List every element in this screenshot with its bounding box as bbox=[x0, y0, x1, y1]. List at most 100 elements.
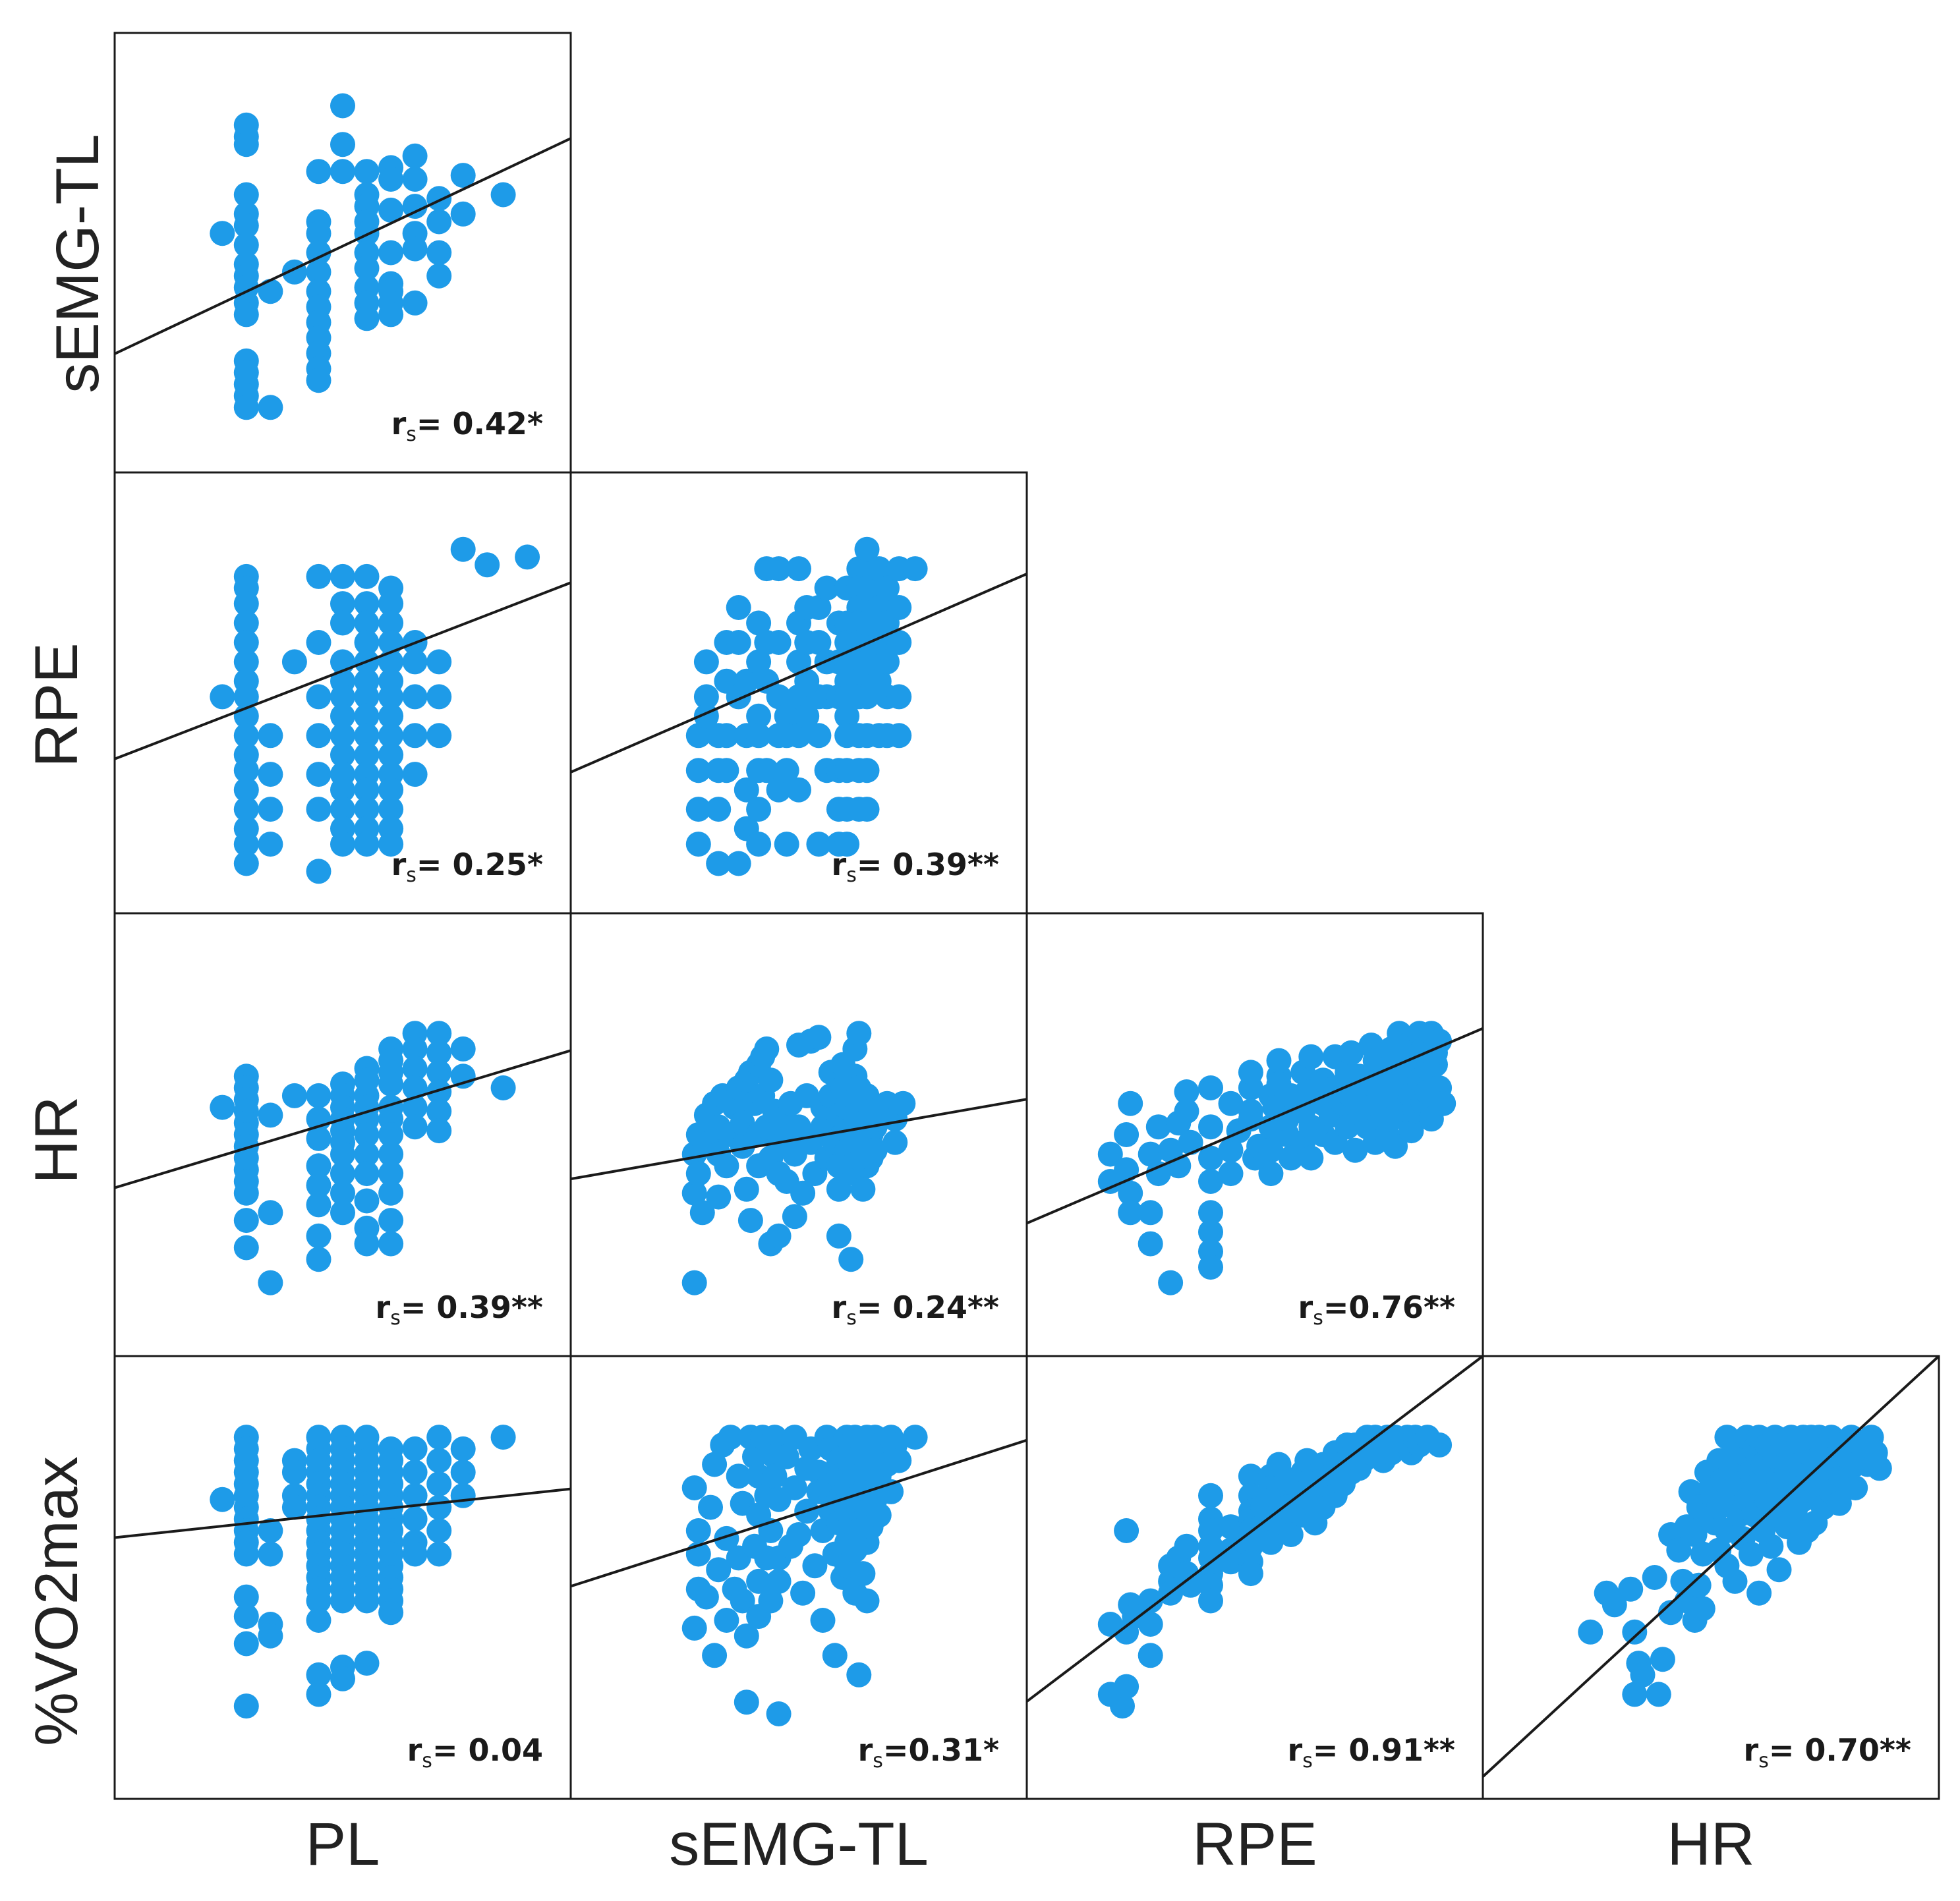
column-label-pl: PL bbox=[306, 1811, 380, 1878]
data-point bbox=[774, 758, 799, 783]
correlation-label: rs= 0.42* bbox=[391, 406, 543, 446]
data-point bbox=[886, 630, 912, 655]
data-point bbox=[1166, 1153, 1192, 1179]
data-point bbox=[826, 1176, 851, 1202]
data-point bbox=[746, 610, 772, 636]
data-point bbox=[378, 777, 404, 803]
data-point bbox=[281, 1083, 307, 1108]
correlation-label: rs= 0.25* bbox=[391, 847, 543, 887]
data-point bbox=[426, 1079, 452, 1104]
data-point bbox=[233, 1584, 259, 1610]
data-point bbox=[233, 591, 259, 617]
panel-semg-tl-vs-pl: rs= 0.42* bbox=[113, 32, 572, 474]
data-point bbox=[1427, 1432, 1453, 1458]
data-point bbox=[734, 1176, 759, 1202]
data-point bbox=[281, 1460, 307, 1485]
data-point bbox=[1258, 1137, 1284, 1163]
data-point bbox=[378, 167, 404, 192]
data-point bbox=[378, 1231, 404, 1257]
data-point bbox=[378, 197, 404, 223]
data-point bbox=[1178, 1572, 1203, 1598]
data-point bbox=[882, 1129, 908, 1155]
data-point bbox=[378, 723, 404, 749]
data-point bbox=[450, 536, 476, 562]
data-point bbox=[702, 1643, 728, 1668]
data-point bbox=[790, 1580, 816, 1606]
data-point bbox=[1666, 1537, 1692, 1563]
data-point bbox=[233, 723, 259, 749]
data-point bbox=[233, 1604, 259, 1630]
data-point bbox=[378, 302, 404, 327]
data-point bbox=[354, 684, 380, 710]
data-point bbox=[426, 1060, 452, 1085]
data-point bbox=[846, 1662, 872, 1688]
data-point bbox=[378, 742, 404, 768]
data-point bbox=[402, 236, 428, 262]
data-point bbox=[1427, 1029, 1453, 1054]
data-point bbox=[490, 1425, 516, 1450]
data-point bbox=[258, 832, 283, 857]
data-point bbox=[233, 758, 259, 783]
data-point bbox=[402, 167, 428, 192]
panel-frame bbox=[1482, 1355, 1940, 1800]
data-point bbox=[766, 684, 792, 710]
data-point bbox=[875, 649, 900, 675]
data-point bbox=[1618, 1576, 1644, 1602]
data-point bbox=[734, 1623, 759, 1649]
data-point bbox=[354, 1161, 380, 1187]
data-point bbox=[714, 1153, 739, 1179]
data-point bbox=[330, 742, 355, 768]
data-point bbox=[685, 1161, 711, 1187]
data-point bbox=[854, 536, 880, 562]
data-point bbox=[306, 563, 331, 589]
data-point bbox=[758, 1588, 784, 1614]
data-point bbox=[330, 132, 355, 157]
data-point bbox=[426, 1494, 452, 1520]
data-point bbox=[886, 595, 912, 620]
data-point bbox=[806, 595, 832, 620]
data-point bbox=[426, 209, 452, 235]
data-point bbox=[746, 723, 772, 749]
correlation-label: rs= 0.24** bbox=[832, 1290, 1000, 1330]
data-point bbox=[1339, 1040, 1364, 1065]
data-point bbox=[378, 610, 404, 636]
data-point bbox=[354, 742, 380, 768]
data-point bbox=[1601, 1592, 1627, 1618]
data-point bbox=[734, 1689, 759, 1715]
data-point bbox=[258, 1623, 283, 1649]
data-point bbox=[1114, 1122, 1139, 1147]
data-point bbox=[330, 591, 355, 617]
data-point bbox=[734, 668, 759, 694]
data-point bbox=[354, 630, 380, 655]
data-point bbox=[1766, 1557, 1792, 1583]
data-point bbox=[1578, 1619, 1603, 1645]
data-point bbox=[306, 1247, 331, 1272]
data-point bbox=[681, 1180, 707, 1206]
data-point bbox=[854, 575, 880, 601]
data-point bbox=[754, 1036, 780, 1062]
data-point bbox=[846, 556, 872, 582]
data-point bbox=[354, 306, 380, 331]
data-point bbox=[233, 1693, 259, 1719]
data-point bbox=[1218, 1137, 1244, 1163]
data-point bbox=[714, 1608, 739, 1633]
data-point bbox=[1622, 1682, 1648, 1707]
data-point bbox=[1174, 1079, 1199, 1104]
data-point bbox=[306, 221, 331, 246]
data-point bbox=[378, 1208, 404, 1234]
data-point bbox=[742, 1444, 767, 1469]
fit-line bbox=[1027, 1356, 1483, 1703]
data-point bbox=[862, 1137, 888, 1163]
correlation-label: rs= 0.91** bbox=[1288, 1732, 1456, 1773]
data-point bbox=[330, 1141, 355, 1167]
data-point bbox=[281, 1494, 307, 1520]
data-point bbox=[450, 1483, 476, 1508]
data-point bbox=[774, 1444, 799, 1469]
data-point bbox=[450, 201, 476, 227]
data-point bbox=[726, 1463, 751, 1489]
data-point bbox=[762, 1425, 788, 1450]
data-point bbox=[1826, 1490, 1852, 1516]
data-point bbox=[794, 703, 820, 729]
data-point bbox=[1398, 1118, 1424, 1144]
